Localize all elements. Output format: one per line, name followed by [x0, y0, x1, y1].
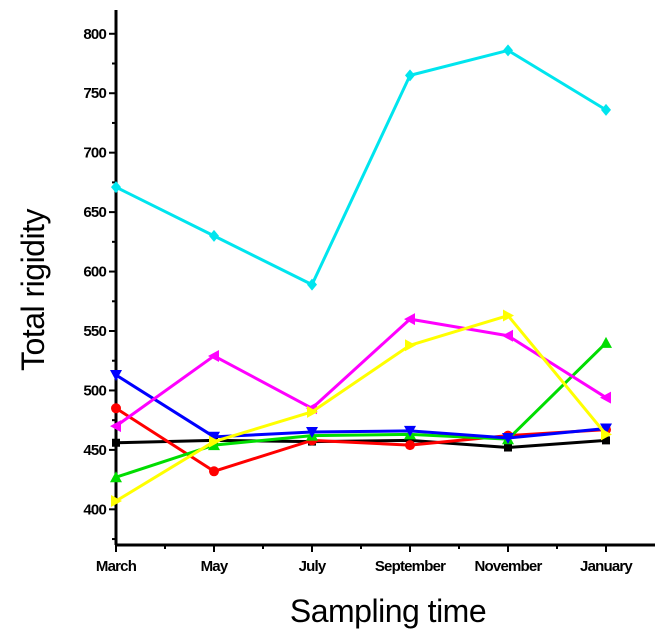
data-point: [404, 425, 416, 437]
y-axis-title: Total rigidity: [15, 209, 51, 371]
data-point: [405, 440, 415, 451]
series-line: [115, 373, 607, 440]
data-point: [111, 495, 122, 508]
series-line: [115, 48, 607, 287]
data-point: [110, 369, 122, 381]
x-tick-label: March: [96, 558, 137, 575]
data-point: [503, 44, 513, 57]
data-point: [600, 391, 611, 404]
data-point: [601, 428, 612, 441]
x-tick-label: May: [201, 558, 229, 575]
data-point: [110, 420, 121, 433]
y-tick-label: 550: [83, 323, 106, 340]
series-6: [110, 313, 611, 433]
series-layer: [110, 44, 612, 508]
data-point: [209, 229, 219, 242]
data-point: [404, 313, 415, 326]
y-tick-label: 450: [83, 442, 106, 459]
y-tick-label: 600: [83, 264, 106, 281]
data-point: [110, 471, 122, 483]
data-point: [405, 69, 415, 82]
series-line: [115, 407, 607, 473]
data-point: [209, 466, 219, 477]
x-tick-label: January: [580, 558, 633, 575]
data-point: [503, 309, 514, 322]
y-tick-label: 500: [83, 382, 106, 399]
axes: 400 450 500 550 600 650 700 750 800 March May July S…: [83, 10, 655, 575]
series-line: [115, 314, 608, 503]
data-point: [112, 438, 120, 447]
data-point: [306, 427, 318, 439]
x-tick-label: September: [375, 558, 446, 575]
x-tick-label: July: [299, 558, 327, 575]
series-7: [111, 309, 612, 508]
data-point: [405, 339, 416, 352]
data-point: [502, 433, 514, 444]
data-point: [111, 403, 121, 414]
data-point: [307, 278, 317, 291]
data-point: [208, 349, 219, 362]
data-point: [600, 423, 612, 435]
y-tick-label: 800: [83, 26, 106, 43]
data-point: [502, 329, 513, 342]
x-axis-title: Sampling time: [290, 593, 486, 629]
x-tick-label: November: [475, 558, 543, 575]
data-point: [209, 435, 220, 448]
series-4: [110, 369, 612, 444]
data-point: [307, 405, 318, 418]
y-tick-label: 650: [83, 204, 106, 221]
data-point: [111, 181, 121, 194]
series-line: [115, 317, 607, 428]
data-point: [504, 443, 512, 452]
y-tick-label: 750: [83, 85, 106, 102]
series-5: [111, 44, 611, 291]
data-point: [208, 431, 220, 443]
data-point: [601, 103, 611, 116]
data-point: [600, 336, 612, 348]
data-point: [602, 436, 610, 445]
y-tick-label: 400: [83, 501, 106, 518]
y-tick-label: 700: [83, 145, 106, 162]
series-line: [115, 438, 607, 450]
